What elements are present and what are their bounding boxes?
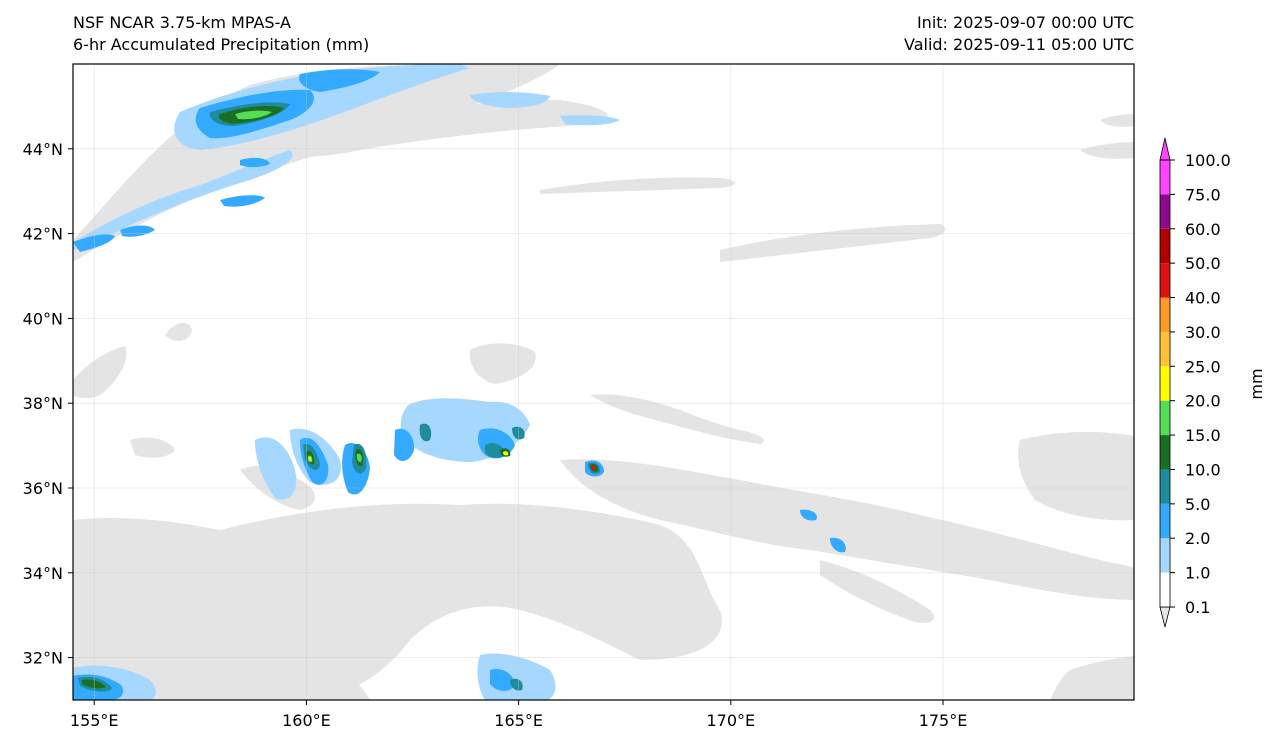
lat-tick-label: 40°N xyxy=(23,309,63,328)
init-time: Init: 2025-09-07 00:00 UTC xyxy=(916,13,1134,32)
longitude-ticks: 155°E 160°E 165°E 170°E 175°E xyxy=(70,700,967,730)
colorbar-level-label: 10.0 xyxy=(1185,460,1221,479)
colorbar-segment xyxy=(1160,572,1170,607)
colorbar-extend-high xyxy=(1159,137,1171,161)
title-right: Init: 2025-09-07 00:00 UTC Valid: 2025-0… xyxy=(904,12,1134,56)
colorbar-segment xyxy=(1160,503,1170,539)
lat-tick-label: 34°N xyxy=(23,564,63,583)
lat-tick-label: 32°N xyxy=(23,649,63,668)
lon-tick-label: 165°E xyxy=(494,711,543,730)
colorbar: 0.1 1.0 2.0 5.0 10.0 15.0 20.0 25.0 30.0 40.0 50.0… xyxy=(1159,137,1231,628)
colorbar-segment xyxy=(1160,263,1170,298)
colorbar-extend-low xyxy=(1159,606,1171,628)
precip-field xyxy=(73,64,1134,700)
colorbar-level-label: 0.1 xyxy=(1185,598,1210,617)
colorbar-segment xyxy=(1160,194,1170,229)
colorbar-segment xyxy=(1160,160,1170,195)
lat-tick-label: 36°N xyxy=(23,479,63,498)
lon-tick-label: 175°E xyxy=(919,711,968,730)
colorbar-level-label: 60.0 xyxy=(1185,220,1221,239)
colorbar-segment xyxy=(1160,469,1170,504)
gridlines xyxy=(73,64,1134,700)
peak-precip-areas xyxy=(591,465,596,471)
colorbar-segment xyxy=(1160,400,1170,436)
colorbar-level-label: 75.0 xyxy=(1185,185,1221,204)
colorbar-level-label: 30.0 xyxy=(1185,323,1221,342)
latitude-ticks: 32°N 34°N 36°N 38°N 40°N 42°N 44°N xyxy=(23,140,73,668)
colorbar-level-label: 15.0 xyxy=(1185,426,1221,445)
model-title: NSF NCAR 3.75-km MPAS-A xyxy=(73,13,291,32)
intense-precip-areas xyxy=(235,110,362,463)
colorbar-level-label: 25.0 xyxy=(1185,357,1221,376)
extreme-precip-areas xyxy=(308,451,509,461)
colorbar-segment xyxy=(1160,297,1170,332)
field-title: 6-hr Accumulated Precipitation (mm) xyxy=(73,35,370,54)
valid-time: Valid: 2025-09-11 05:00 UTC xyxy=(903,35,1134,54)
colorbar-segment xyxy=(1160,538,1170,573)
colorbar-segment xyxy=(1160,228,1170,264)
colorbar-segment xyxy=(1160,331,1170,367)
colorbar-level-label: 100.0 xyxy=(1185,151,1231,170)
colorbar-level-label: 5.0 xyxy=(1185,495,1210,514)
lon-tick-label: 160°E xyxy=(282,711,331,730)
colorbar-level-label: 20.0 xyxy=(1185,392,1221,411)
lat-tick-label: 42°N xyxy=(23,225,63,244)
colorbar-frame xyxy=(1159,159,1171,608)
map-frame xyxy=(72,63,1135,701)
lat-tick-label: 38°N xyxy=(23,394,63,413)
colorbar-level-label: 1.0 xyxy=(1185,564,1210,583)
colorbar-segment xyxy=(1160,366,1170,401)
colorbar-segment xyxy=(1160,435,1170,470)
colorbar-level-label: 50.0 xyxy=(1185,254,1221,273)
lon-tick-label: 155°E xyxy=(70,711,119,730)
colorbar-unit-label: mm xyxy=(1247,368,1266,399)
colorbar-level-label: 2.0 xyxy=(1185,529,1210,548)
lat-tick-label: 44°N xyxy=(23,140,63,159)
lon-tick-label: 170°E xyxy=(706,711,755,730)
title-left: NSF NCAR 3.75-km MPAS-A 6-hr Accumulated… xyxy=(73,12,369,56)
colorbar-level-label: 40.0 xyxy=(1185,289,1221,308)
